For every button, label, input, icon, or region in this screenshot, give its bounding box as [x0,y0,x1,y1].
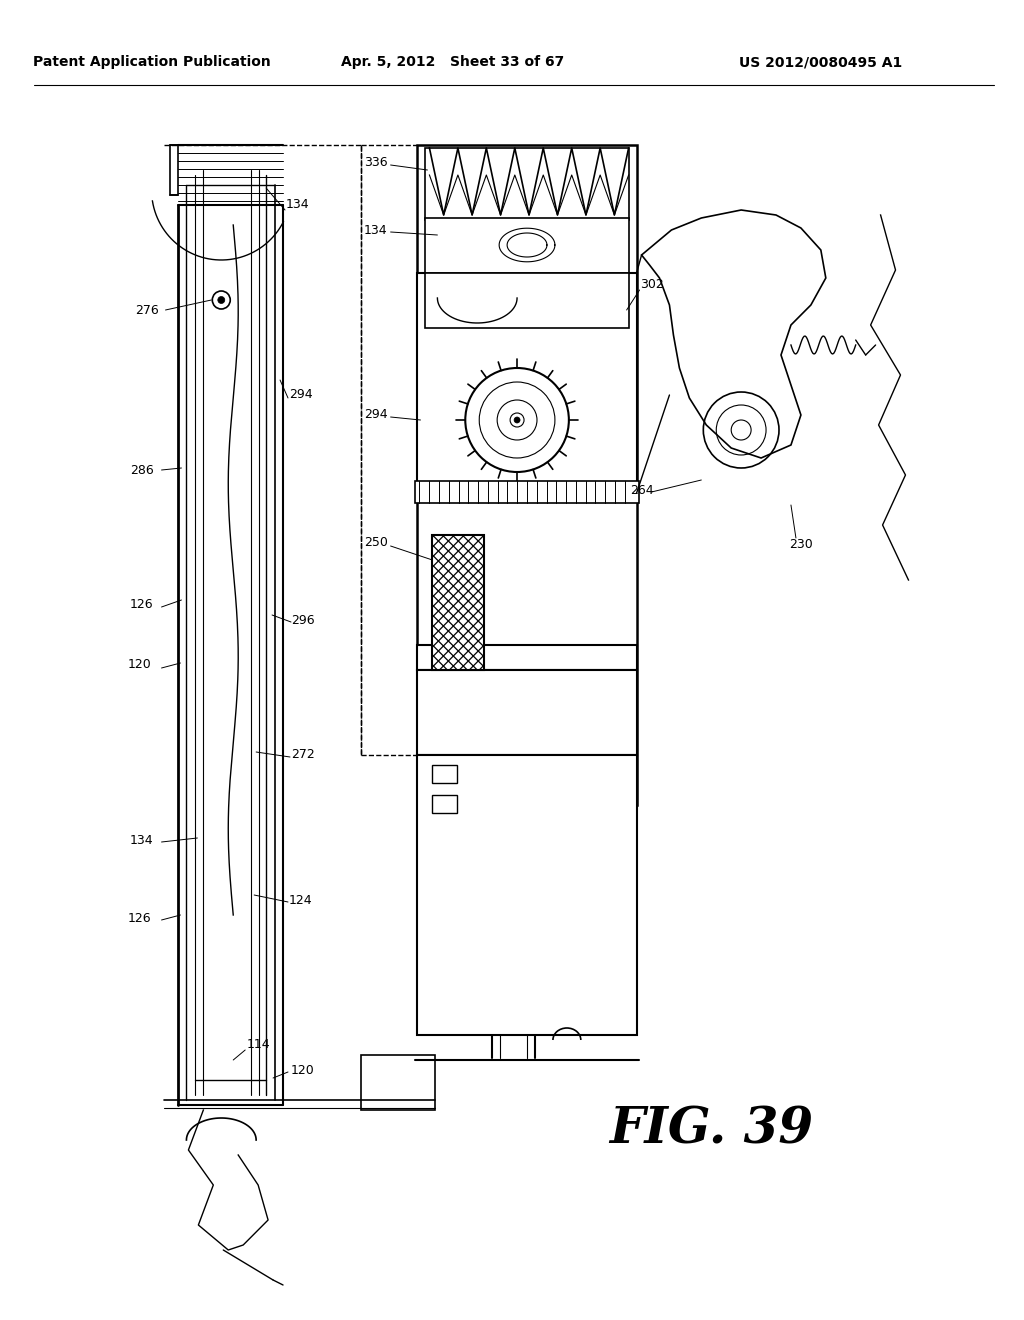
Bar [432,535,484,671]
Bar [416,480,639,503]
Bar [425,273,629,327]
Text: 296: 296 [291,614,314,627]
Text: Patent Application Publication: Patent Application Publication [33,55,270,69]
Text: 120: 120 [128,659,152,672]
Bar [432,795,458,813]
Text: 134: 134 [364,223,388,236]
Text: FIG. 39: FIG. 39 [609,1106,813,1155]
Text: 276: 276 [135,304,159,317]
Bar [432,766,458,783]
Text: 250: 250 [364,536,388,549]
Text: 126: 126 [128,912,152,924]
Text: 272: 272 [291,748,314,762]
Text: 120: 120 [291,1064,314,1077]
Bar [432,535,484,671]
Bar [418,645,637,671]
Text: US 2012/0080495 A1: US 2012/0080495 A1 [739,55,902,69]
Bar [418,755,637,1035]
Bar [418,273,637,492]
Text: 336: 336 [364,157,388,169]
Text: 264: 264 [630,483,653,496]
Text: 302: 302 [640,279,664,292]
Text: 134: 134 [130,833,154,846]
Circle shape [514,417,520,422]
Text: 286: 286 [130,463,154,477]
Text: 294: 294 [289,388,312,401]
Bar [425,218,629,273]
Text: 124: 124 [289,894,312,907]
Circle shape [218,297,225,304]
Bar [360,1055,435,1110]
Bar [418,671,637,755]
Text: Apr. 5, 2012   Sheet 33 of 67: Apr. 5, 2012 Sheet 33 of 67 [341,55,564,69]
Text: 294: 294 [364,408,388,421]
Bar [425,148,629,220]
Bar [418,145,637,805]
Text: 114: 114 [247,1039,270,1052]
Text: 126: 126 [130,598,154,611]
Bar [170,145,178,195]
Text: 230: 230 [790,539,813,552]
Text: 134: 134 [286,198,310,211]
